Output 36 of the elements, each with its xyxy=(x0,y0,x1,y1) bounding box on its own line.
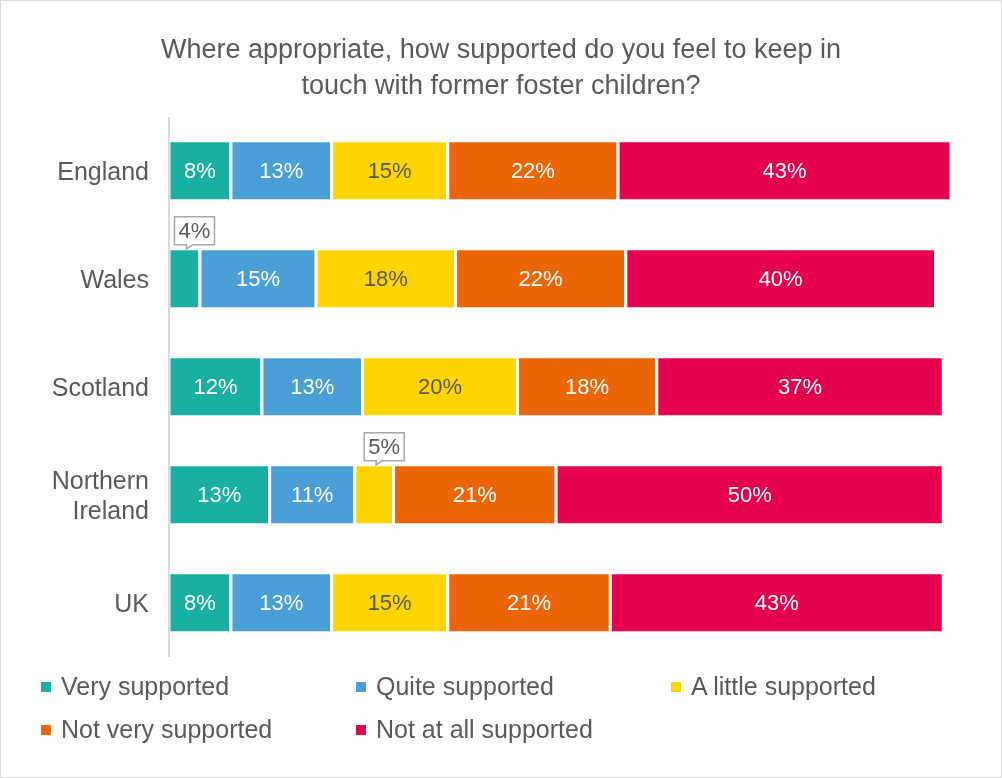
data-label: 13% xyxy=(259,158,304,184)
y-tick-label: UK xyxy=(114,588,150,617)
data-label: 8% xyxy=(184,158,216,184)
data-label: 21% xyxy=(507,590,552,616)
data-label: 37% xyxy=(778,374,823,400)
data-label: 22% xyxy=(518,266,563,292)
y-tick-label: Northern Ireland xyxy=(51,465,149,524)
data-label: 43% xyxy=(754,590,799,616)
data-label: 18% xyxy=(363,266,408,292)
data-label: 15% xyxy=(367,590,412,616)
legend-label: Not at all supported xyxy=(375,714,594,745)
legend-label: Not very supported xyxy=(60,714,274,745)
data-label: 13% xyxy=(290,374,335,400)
y-tick-label: Wales xyxy=(80,264,149,293)
data-label: 40% xyxy=(758,266,803,292)
chart-title: Where appropriate, how supported do you feel to keep in touch with former foster children? xyxy=(160,33,842,102)
data-label: 21% xyxy=(452,482,497,508)
data-label: 12% xyxy=(193,374,238,400)
data-label: 18% xyxy=(565,374,610,400)
data-label: 50% xyxy=(727,482,772,508)
data-label: 22% xyxy=(510,158,555,184)
data-label: 15% xyxy=(367,158,412,184)
legend-label: A little supported xyxy=(690,671,877,702)
data-label: 13% xyxy=(197,482,242,508)
data-label: 15% xyxy=(236,266,281,292)
data-label: 20% xyxy=(417,374,463,400)
data-label: 13% xyxy=(259,590,304,616)
data-label: 4% xyxy=(178,218,211,244)
data-label: 43% xyxy=(762,158,807,184)
data-label: 5% xyxy=(368,434,401,460)
data-label: 11% xyxy=(291,482,334,508)
y-tick-label: Scotland xyxy=(51,372,149,401)
legend-label: Very supported xyxy=(60,671,231,702)
data-label: 8% xyxy=(184,590,216,616)
legend-label: Quite supported xyxy=(375,671,555,702)
y-tick-label: England xyxy=(57,156,149,185)
